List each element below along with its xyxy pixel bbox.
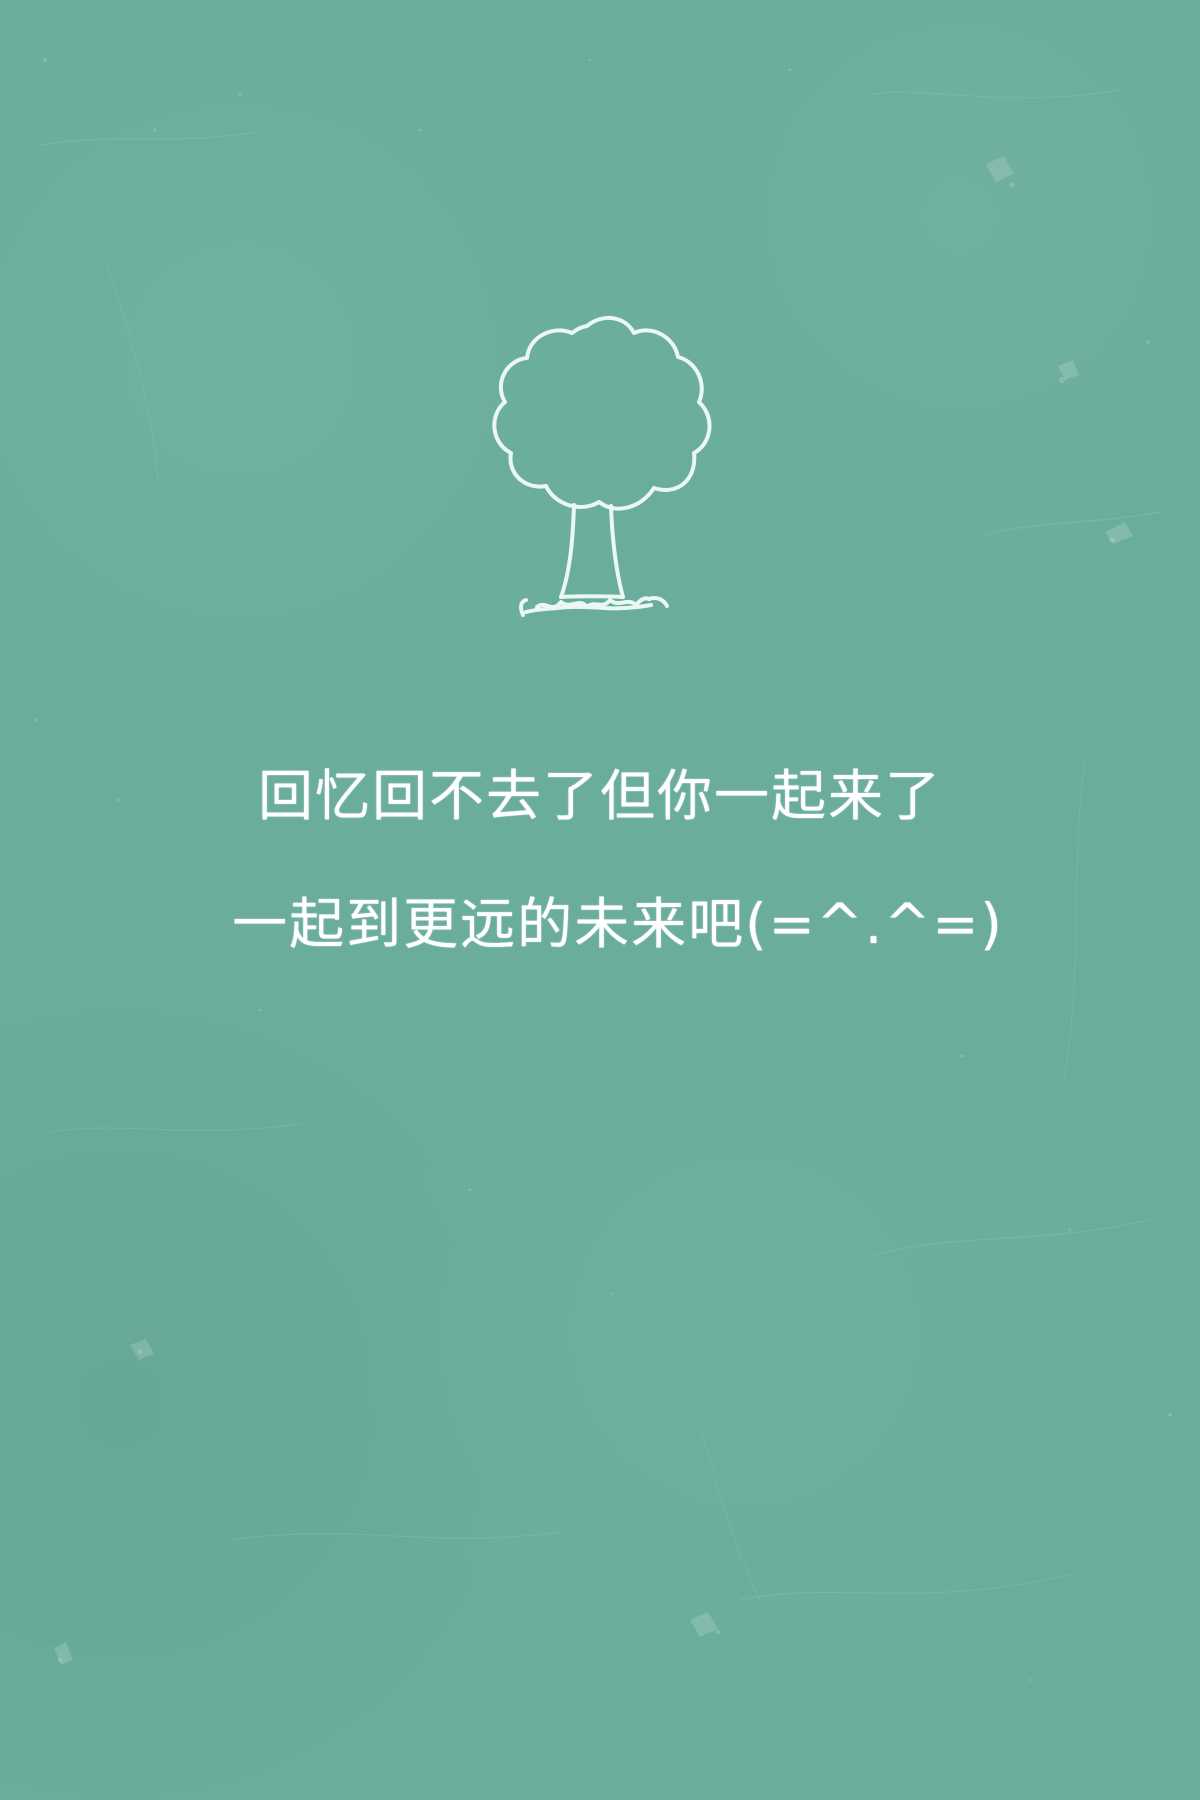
handwritten-quote: 回忆回不去了但你一起来了 一起到更远的未来吧(=^.^=) bbox=[160, 732, 1040, 988]
quote-line-1: 回忆回不去了但你一起来了 bbox=[257, 764, 942, 828]
tree-icon bbox=[492, 316, 712, 617]
quote-line-2: 一起到更远的未来吧(=^.^=) bbox=[232, 892, 1004, 956]
